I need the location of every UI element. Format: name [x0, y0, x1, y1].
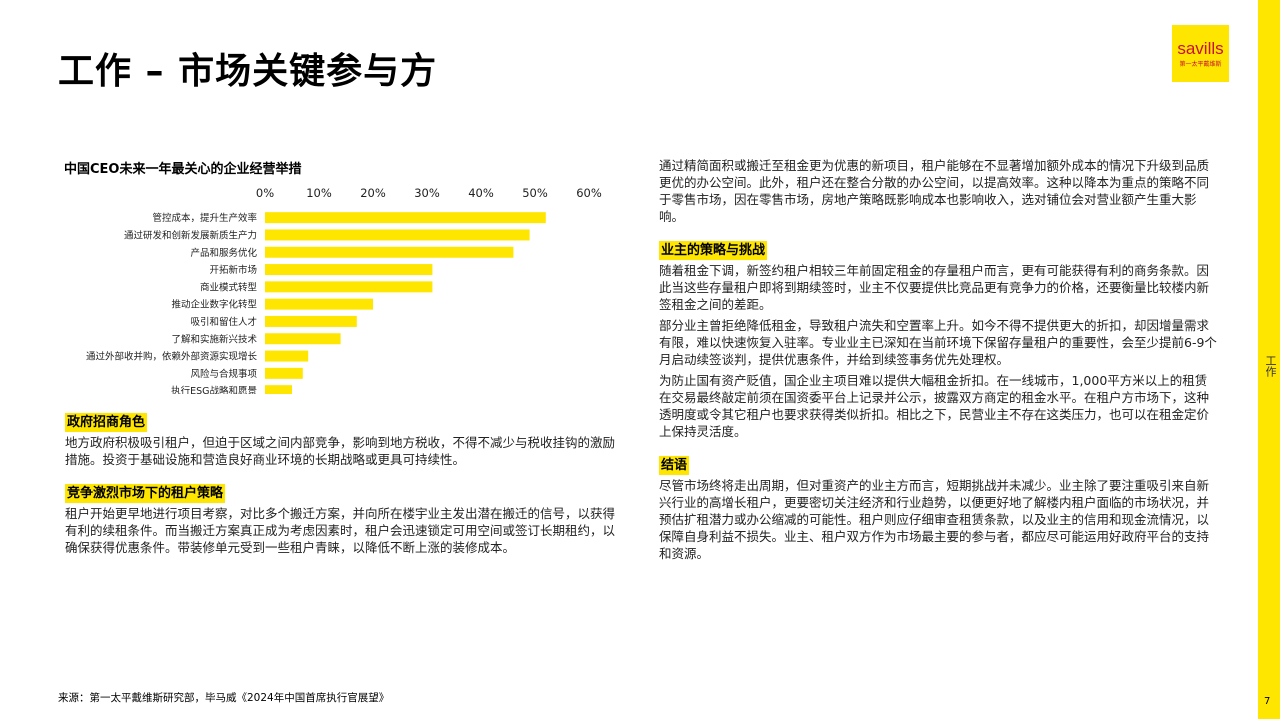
logo-wordmark: savills	[1177, 38, 1224, 58]
source-note: 来源：第一太平戴维斯研究部，毕马威《2024年中国首席执行官展望》	[58, 692, 390, 704]
section-heading: 竞争激烈市场下的租户策略	[65, 484, 226, 503]
x-tick-label: 10%	[306, 186, 332, 200]
category-label: 吸引和留住人才	[190, 316, 257, 328]
x-tick-label: 0%	[256, 186, 274, 200]
x-tick-label: 40%	[468, 186, 494, 200]
bar	[265, 212, 546, 224]
bar	[265, 367, 303, 379]
category-label: 了解和实施新兴技术	[171, 333, 257, 345]
side-accent-strip	[1258, 0, 1280, 719]
section-tenant-strategy: 竞争激烈市场下的租户策略 租户开始更早地进行项目考察，对比多个搬迁方案，并向所在…	[65, 484, 625, 556]
paragraph: 地方政府积极吸引租户，但迫于区域之间内部竞争，影响到地方税收，不得不减少与税收挂…	[65, 435, 616, 467]
category-label: 推动企业数字化转型	[171, 299, 257, 311]
ceo-priorities-bar-chart: 0% 10% 20% 30% 40% 50% 60% 管控成本，提升生产效率通过研发和创新发展…	[86, 186, 602, 394]
x-tick-label: 60%	[576, 186, 602, 200]
section-heading: 政府招商角色	[65, 413, 148, 432]
category-label: 执行ESG战略和愿景	[171, 385, 257, 394]
paragraph: 为防止国有资产贬值，国企业主项目难以提供大幅租金折扣。在一线城市，1,000平方…	[659, 373, 1210, 439]
chart-title: 中国CEO未来一年最关心的企业经营举措	[64, 162, 302, 177]
section-conclusion: 结语 尽管市场终将走出周期，但对重资产的业主方而言，短期挑战并未减少。业主除了要…	[659, 456, 1219, 562]
bar	[265, 281, 433, 293]
paragraph: 通过精简面积或搬迁至租金更为优惠的新项目，租户能够在不显著增加额外成本的情况下升…	[659, 158, 1210, 224]
section-heading: 结语	[659, 456, 690, 475]
paragraph: 尽管市场终将走出周期，但对重资产的业主方而言，短期挑战并未减少。业主除了要注重吸…	[659, 478, 1210, 561]
section-intro: 通过精简面积或搬迁至租金更为优惠的新项目，租户能够在不显著增加额外成本的情况下升…	[659, 157, 1219, 225]
paragraph: 部分业主曾拒绝降低租金，导致租户流失和空置率上升。如今不得不提供更大的折扣，却因…	[659, 318, 1217, 367]
paragraph: 随着租金下调，新签约租户相较三年前固定租金的存量租户而言，更有可能获得有利的商务…	[659, 263, 1210, 312]
bar	[265, 246, 514, 258]
bar	[265, 385, 292, 394]
section-landlord-strategy: 业主的策略与挑战 随着租金下调，新签约租户相较三年前固定租金的存量租户而言，更有…	[659, 241, 1219, 440]
logo-subtitle: 第一太平戴维斯	[1179, 60, 1222, 68]
bar	[265, 315, 357, 327]
category-label: 通过外部收并购，依赖外部资源实现增长	[86, 351, 258, 363]
x-tick-label: 20%	[360, 186, 386, 200]
savills-logo: savills 第一太平戴维斯	[1172, 25, 1229, 82]
x-tick-label: 30%	[414, 186, 440, 200]
bar	[265, 298, 373, 310]
bar	[265, 229, 530, 241]
category-label: 风险与合规事项	[190, 368, 257, 380]
category-label: 产品和服务优化	[190, 247, 257, 259]
paragraph: 租户开始更早地进行项目考察，对比多个搬迁方案，并向所在楼宇业主发出潜在搬迁的信号…	[65, 506, 616, 555]
left-column: 政府招商角色 地方政府积极吸引租户，但迫于区域之间内部竞争，影响到地方税收，不得…	[65, 413, 625, 572]
category-label: 通过研发和创新发展新质生产力	[124, 229, 257, 241]
bar	[265, 264, 433, 276]
bar	[265, 350, 309, 362]
bar	[265, 333, 341, 345]
category-label: 开拓新市场	[209, 264, 257, 276]
page-number: 7	[1264, 696, 1271, 707]
x-tick-label: 50%	[522, 186, 548, 200]
right-column: 通过精简面积或搬迁至租金更为优惠的新项目，租户能够在不显著增加额外成本的情况下升…	[659, 157, 1219, 578]
page-title: 工作 – 市场关键参与方	[58, 51, 438, 92]
category-label: 商业模式转型	[200, 281, 258, 293]
section-government: 政府招商角色 地方政府积极吸引租户，但迫于区域之间内部竞争，影响到地方税收，不得…	[65, 413, 625, 468]
category-label: 管控成本，提升生产效率	[152, 212, 257, 224]
side-section-label: 工作	[1264, 355, 1277, 377]
section-heading: 业主的策略与挑战	[659, 241, 768, 260]
